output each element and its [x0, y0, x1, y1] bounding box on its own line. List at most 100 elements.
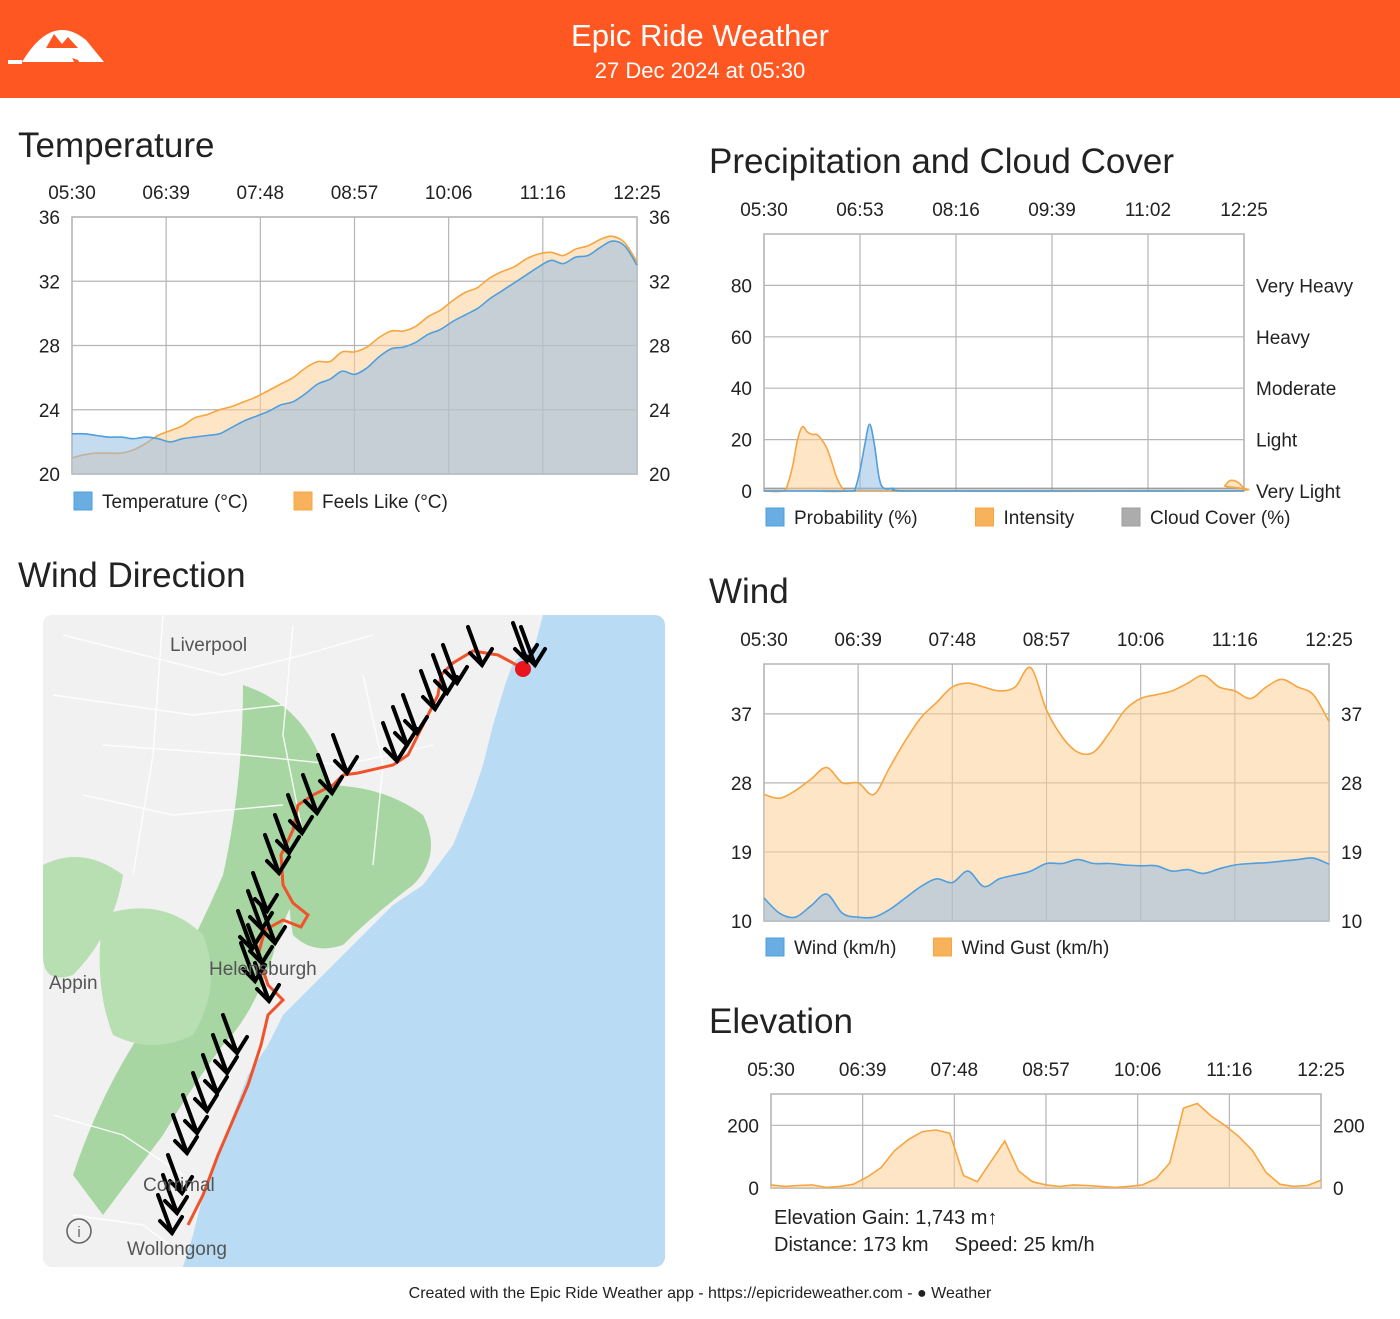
x-tick-label: 12:25 — [613, 183, 661, 204]
app-title: Epic Ride Weather — [571, 18, 829, 53]
x-tick-label: 08:16 — [932, 200, 980, 221]
series-area — [771, 1103, 1321, 1188]
y-tick-label-right: 32 — [649, 272, 670, 293]
wind-arrow-icon — [156, 1193, 184, 1237]
wind-arrow-icon — [331, 733, 359, 777]
legend-label: Probability (%) — [794, 508, 918, 529]
info-icon[interactable]: i — [66, 1218, 92, 1244]
wind-arrow-icon — [519, 625, 547, 669]
report-datetime: 27 Dec 2024 at 05:30 — [594, 58, 806, 83]
elevation-chart: 05:30 06:39 07:48 08:57 10:06 11:16 12:25 200 20… — [727, 1060, 1364, 1200]
legend-label: Intensity — [1004, 508, 1075, 529]
wind-direction-map[interactable]: Liverpool Appin Helensburgh Corrimal Wol… — [43, 615, 665, 1267]
y-tick-label-right: 20 — [649, 465, 670, 486]
wind-arrow-icon — [316, 753, 344, 797]
intensity-label: Moderate — [1256, 379, 1336, 400]
x-tick-label: 06:39 — [834, 630, 882, 651]
plot-area — [763, 233, 1245, 492]
map-canvas: Liverpool Appin Helensburgh Corrimal Wol… — [43, 615, 665, 1267]
x-tick-label: 10:06 — [425, 183, 473, 204]
app-header: Epic Ride Weather 27 Dec 2024 at 05:30 — [0, 0, 1400, 98]
wind-arrow-icon — [273, 813, 301, 857]
y-tick-label-right: 10 — [1341, 912, 1362, 933]
x-tick-label: 06:53 — [836, 200, 884, 221]
map-label-wollongong: Wollongong — [127, 1239, 227, 1260]
x-tick-label: 08:57 — [1023, 630, 1071, 651]
x-tick-label: 06:39 — [142, 183, 190, 204]
footer-text: Created with the Epic Ride Weather app -… — [408, 1285, 918, 1302]
series-line — [770, 1102, 1322, 1189]
x-tick-label: 11:16 — [1212, 630, 1258, 651]
y-tick-label-right: 28 — [649, 337, 670, 358]
wind-title: Wind — [709, 572, 789, 611]
wind-arrow-icon — [161, 1173, 189, 1217]
y-tick-label: 32 — [39, 272, 60, 293]
intensity-label: Heavy — [1256, 328, 1310, 349]
series-line — [763, 857, 1330, 919]
x-tick-label: 07:48 — [929, 630, 977, 651]
series-line — [71, 240, 638, 443]
wind-arrow-icon — [239, 941, 267, 985]
wind-arrow-icon — [191, 1071, 219, 1115]
y-tick-label: 20 — [731, 431, 752, 452]
wind-arrows — [156, 621, 547, 1237]
x-tick-label: 10:06 — [1117, 630, 1165, 651]
x-tick-label: 08:57 — [331, 183, 379, 204]
y-tick-label: 36 — [39, 208, 60, 229]
intensity-label: Light — [1256, 431, 1298, 452]
x-tick-label: 05:30 — [740, 200, 788, 221]
wind-arrow-icon — [236, 909, 264, 953]
legend-swatch — [765, 507, 785, 527]
legend-swatch — [975, 507, 994, 527]
y-tick-label: 80 — [731, 276, 752, 297]
y-tick-label-right: 36 — [649, 208, 670, 229]
wind-arrow-icon — [381, 721, 409, 765]
legend-label: Cloud Cover (%) — [1150, 508, 1290, 529]
wind-chart: 05:30 06:39 07:48 08:57 10:06 11:16 12:25 37 37 2… — [731, 630, 1362, 959]
precipitation-chart: 05:30 06:53 08:16 09:39 11:02 12:25 0 20 40 60 80 V… — [731, 200, 1354, 529]
legend-swatch — [933, 937, 952, 957]
y-tick-label-right: 0 — [1333, 1179, 1344, 1200]
footer-weather: Weather — [931, 1285, 992, 1302]
map-label-corrimal: Corrimal — [143, 1175, 215, 1196]
series-line — [764, 423, 1244, 492]
svg-text:i: i — [77, 1224, 80, 1241]
wind-arrow-icon — [246, 923, 274, 967]
x-tick-label: 07:48 — [237, 183, 285, 204]
wind-arrow-icon — [211, 1033, 239, 1077]
temperature-title: Temperature — [18, 126, 215, 165]
legend-label: Wind Gust (km/h) — [962, 938, 1110, 959]
x-tick-label: 05:30 — [740, 630, 788, 651]
y-tick-label-right: 24 — [649, 401, 671, 422]
y-tick-label: 40 — [731, 379, 752, 400]
legend-swatch — [765, 937, 785, 957]
intensity-label: Very Light — [1256, 482, 1341, 503]
x-tick-label: 11:02 — [1125, 200, 1171, 221]
series-area — [764, 667, 1329, 921]
y-tick-label-right: 19 — [1341, 843, 1362, 864]
x-tick-label: 10:06 — [1114, 1060, 1162, 1081]
footer: Created with the Epic Ride Weather app -… — [0, 1285, 1400, 1303]
wind-arrow-icon — [181, 1093, 209, 1137]
y-tick-label-right: 37 — [1341, 705, 1362, 726]
legend-label: Temperature (°C) — [102, 492, 248, 513]
y-tick-label: 0 — [748, 1179, 759, 1200]
legend-label: Feels Like (°C) — [322, 492, 448, 513]
wind-arrow-icon — [171, 1113, 199, 1157]
wind-arrow-icon — [246, 889, 274, 933]
series-area — [72, 241, 637, 474]
legend-swatch — [293, 491, 313, 511]
wind-arrow-icon — [201, 1053, 229, 1097]
series-line — [71, 235, 638, 459]
x-tick-label: 12:25 — [1305, 630, 1353, 651]
y-tick-label: 19 — [731, 843, 752, 864]
wind-arrow-icon — [166, 1153, 194, 1197]
wind-arrow-icon — [286, 793, 314, 837]
wind-direction-title: Wind Direction — [18, 556, 246, 595]
x-tick-label: 12:25 — [1297, 1060, 1345, 1081]
speed-text: Speed: 25 km/h — [954, 1234, 1095, 1256]
distance-value: Distance: 173 km Speed: 25 km/h — [774, 1234, 1095, 1257]
y-tick-label: 200 — [727, 1116, 759, 1137]
series-line — [763, 425, 1250, 493]
x-tick-label: 05:30 — [747, 1060, 795, 1081]
